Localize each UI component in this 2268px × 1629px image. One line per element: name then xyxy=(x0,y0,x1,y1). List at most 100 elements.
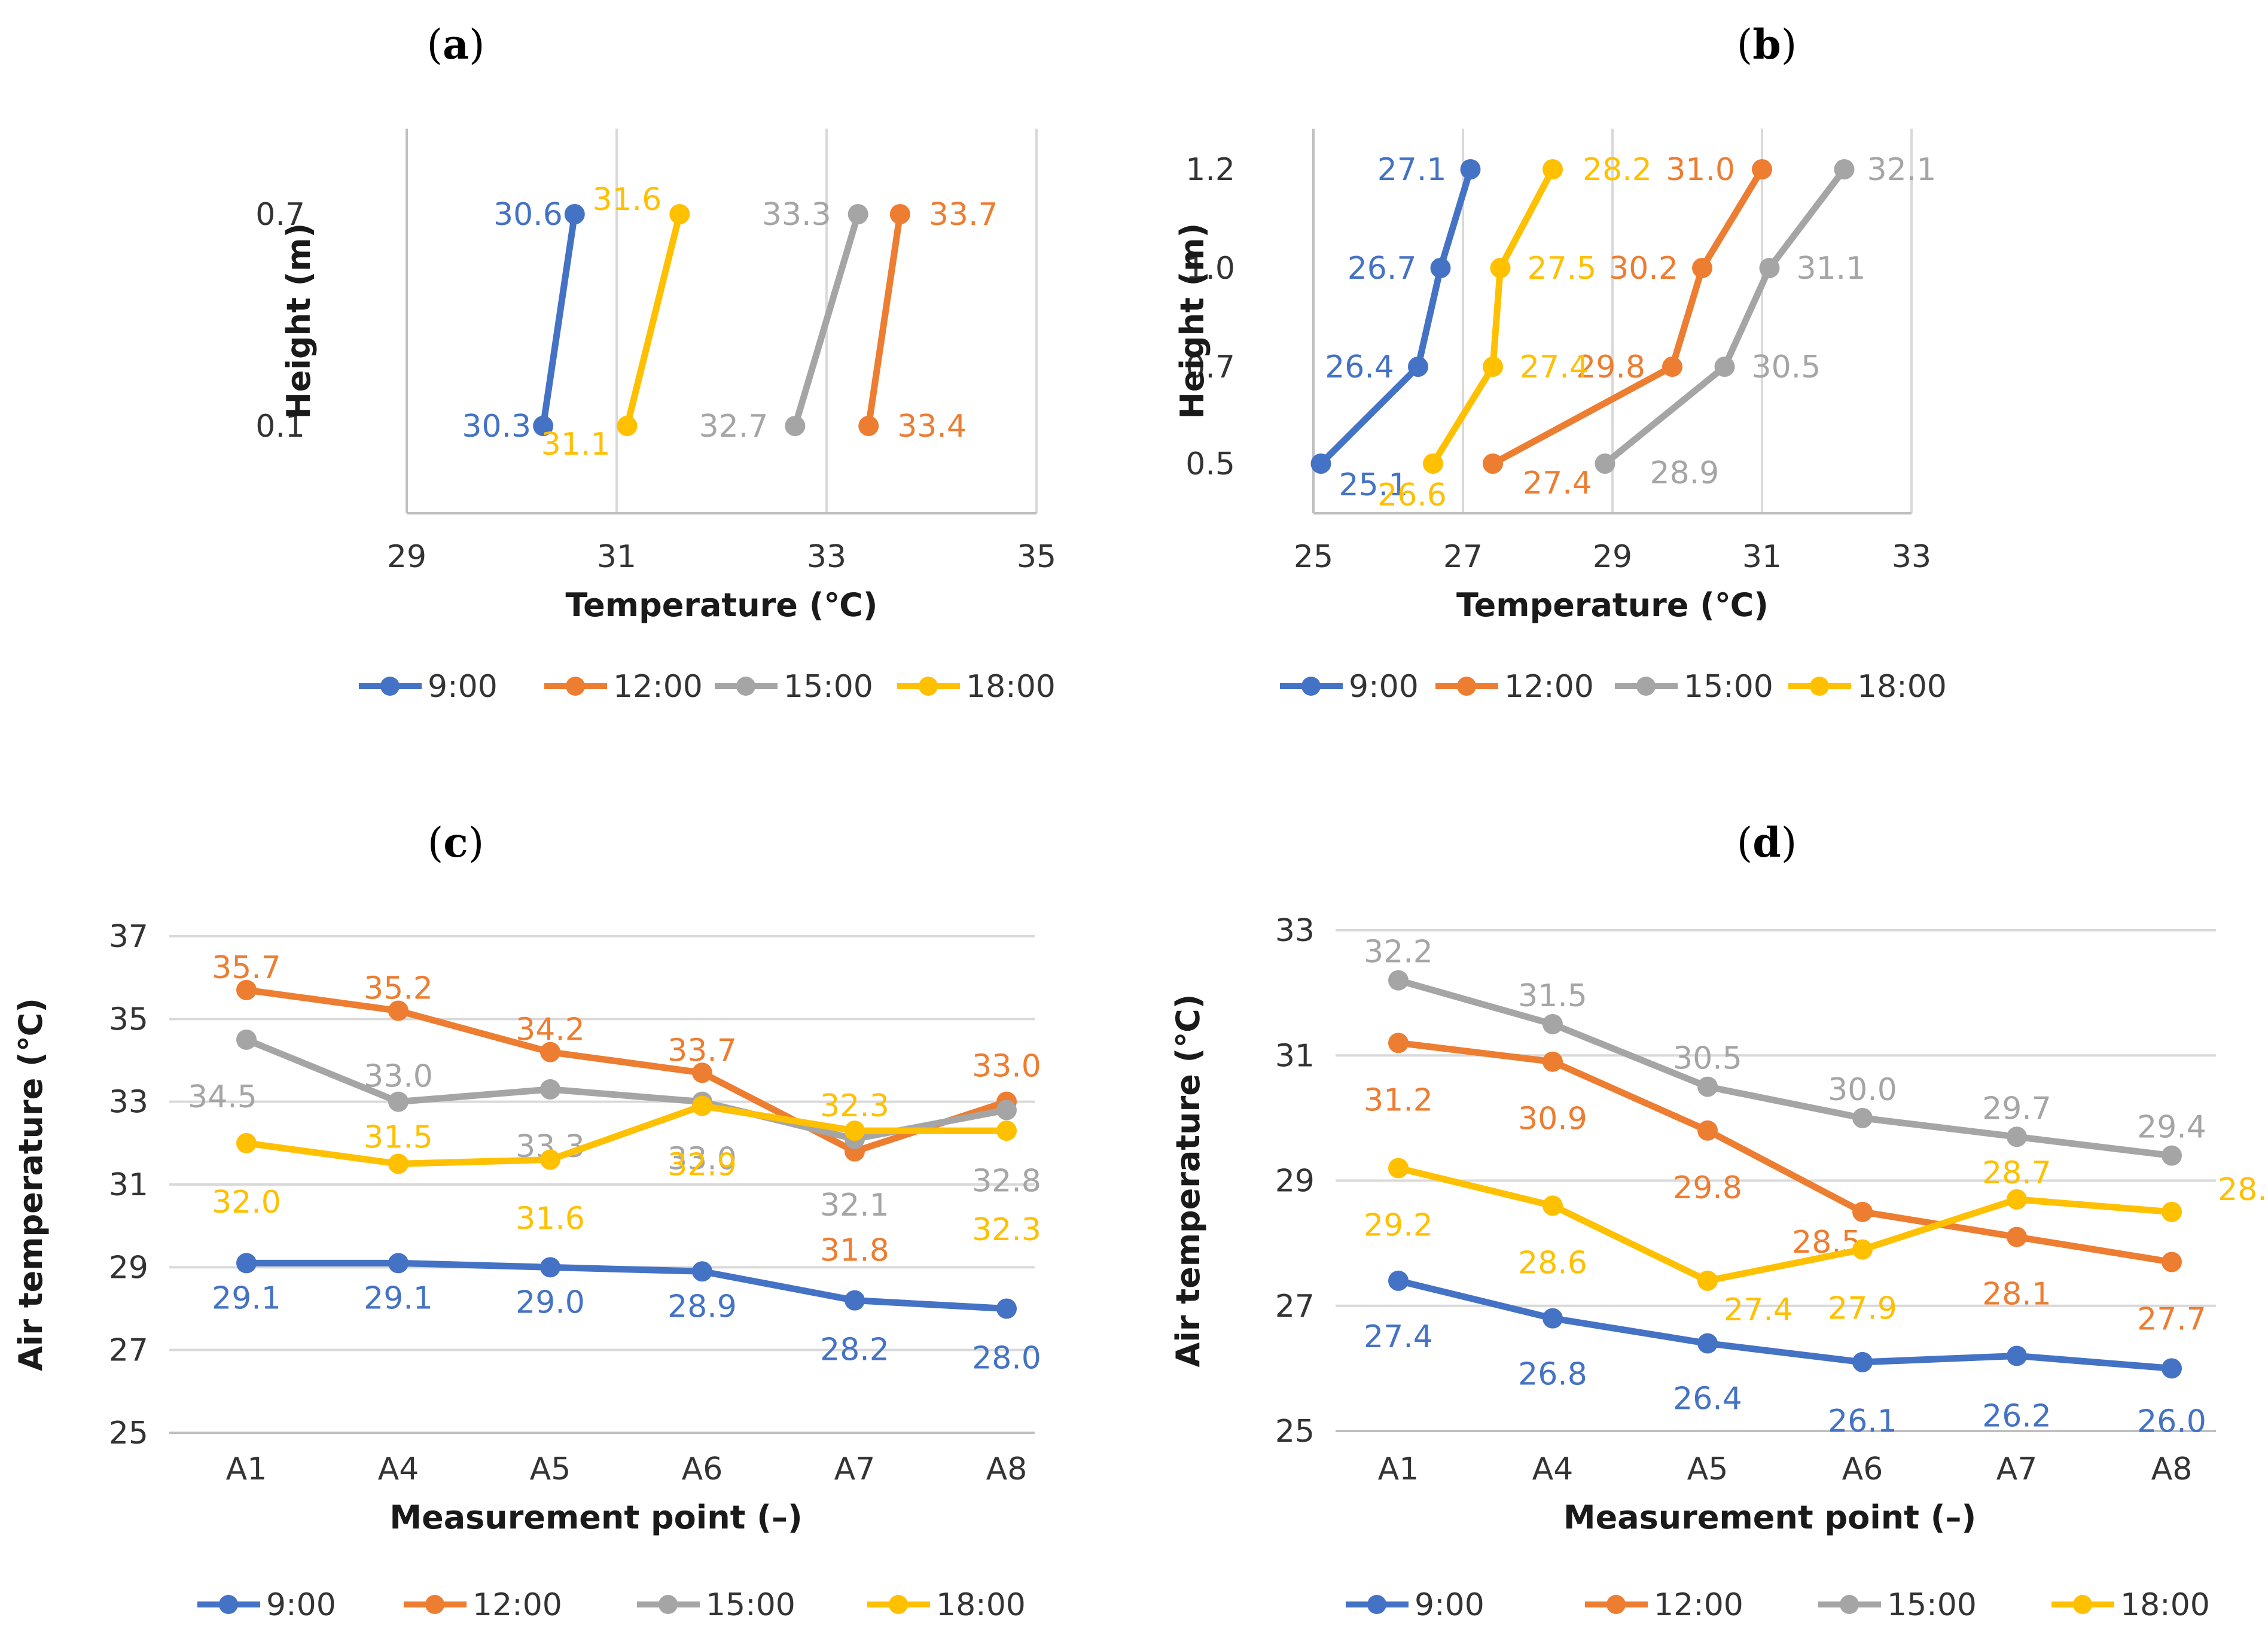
data-label-1800: 32.0 xyxy=(212,1185,281,1220)
x-tick-label: 29 xyxy=(1593,539,1632,575)
data-label-1800: 31.6 xyxy=(593,182,662,218)
data-point-1500 xyxy=(236,1029,257,1050)
data-point-900 xyxy=(692,1261,712,1282)
data-point-1800 xyxy=(1852,1239,1873,1260)
x-tick-label: 31 xyxy=(1742,539,1782,575)
data-point-900 xyxy=(1697,1333,1718,1354)
chart-a: 29 31 33 35 0.1 0.7 Temperature (℃) Height (m) 3… xyxy=(255,129,1056,705)
legend-marker-900 xyxy=(380,677,400,696)
y-tick-label: 1.2 xyxy=(1185,152,1235,188)
data-label-900: 26.4 xyxy=(1673,1381,1742,1417)
y-tick-label: 29 xyxy=(1275,1164,1315,1199)
x-tick-label: A6 xyxy=(1842,1451,1883,1487)
data-label-1500: 33.0 xyxy=(364,1059,433,1095)
data-label-1200: 27.4 xyxy=(1523,465,1592,501)
series-line-900 xyxy=(246,1259,1007,1312)
data-point-900 xyxy=(1388,1270,1409,1291)
data-label-1500: 30.5 xyxy=(1673,1041,1742,1077)
legend-marker-1800 xyxy=(919,677,938,696)
data-point-1500 xyxy=(996,1100,1017,1120)
legend-label-1800: 18:00 xyxy=(1857,669,1947,705)
data-label-900: 30.3 xyxy=(462,409,531,444)
data-point-1200 xyxy=(1388,1033,1409,1053)
series-line-1500 xyxy=(1397,977,2172,1159)
data-label-900: 26.1 xyxy=(1828,1403,1897,1439)
legend-label-900: 9:00 xyxy=(1349,669,1419,705)
series-line-1500 xyxy=(792,213,861,427)
legend-label-1800: 18:00 xyxy=(966,669,1056,705)
data-label-1500: 31.5 xyxy=(1518,978,1587,1014)
data-label-1500: 32.8 xyxy=(972,1164,1041,1199)
data-label-900: 28.9 xyxy=(667,1289,737,1324)
data-label-1200: 33.7 xyxy=(929,197,998,233)
data-label-1500: 28.9 xyxy=(1650,455,1720,491)
legend-label-1800: 18:00 xyxy=(2120,1587,2210,1623)
legend-label-1500: 15:00 xyxy=(1684,669,1773,705)
data-label-900: 29.1 xyxy=(364,1280,433,1316)
chart-c: 25 27 29 31 33 35 37 A1 A4 A5 A6 A7 A8 Measurement po… xyxy=(12,919,1041,1623)
data-point-1200 xyxy=(2162,1252,2182,1272)
legend-label-900: 9:00 xyxy=(428,669,498,705)
data-point-1200 xyxy=(1697,1120,1718,1141)
data-label-900: 27.4 xyxy=(1364,1319,1433,1355)
x-axis-title: Temperature (℃) xyxy=(566,586,878,624)
series-line-1800 xyxy=(624,213,683,427)
legend-marker-1800 xyxy=(889,1595,908,1614)
y-tick-label: 1.0 xyxy=(1185,251,1235,287)
data-point-900 xyxy=(533,416,554,436)
data-point-1800 xyxy=(996,1120,1017,1141)
data-label-1500: 33.3 xyxy=(762,197,831,233)
panel-label-b: (b) xyxy=(1737,21,1797,69)
data-label-1500: 29.7 xyxy=(1982,1091,2051,1126)
data-label-900: 26.0 xyxy=(2137,1403,2206,1439)
x-tick-label: 29 xyxy=(387,539,426,575)
chart-b: 25 27 29 31 33 0.5 0.7 1.0 1.2 Temperature (℃) Hei… xyxy=(1173,129,1947,705)
data-point-1800 xyxy=(2007,1189,2027,1210)
data-label-1200: 28.1 xyxy=(1982,1277,2051,1313)
data-point-1500 xyxy=(540,1079,560,1100)
legend-marker-900 xyxy=(1301,677,1321,696)
data-point-1800 xyxy=(692,1095,712,1116)
data-label-900: 29.0 xyxy=(516,1284,585,1320)
data-label-1200: 30.9 xyxy=(1518,1101,1587,1137)
data-point-900 xyxy=(540,1257,560,1278)
data-label-1500: 30.0 xyxy=(1828,1072,1897,1108)
data-point-1800 xyxy=(1543,159,1563,179)
data-label-1800: 28.5 xyxy=(2218,1172,2268,1208)
data-label-1500: 32.1 xyxy=(1867,152,1937,188)
series-line-900 xyxy=(1318,168,1474,466)
legend-marker-900 xyxy=(219,1595,238,1614)
legend-label-1500: 15:00 xyxy=(1887,1587,1977,1623)
data-point-1800 xyxy=(1388,1158,1409,1179)
legend-label-1500: 15:00 xyxy=(706,1587,795,1623)
legend-marker-1200 xyxy=(566,677,585,696)
data-label-1800: 28.7 xyxy=(1982,1155,2051,1191)
data-label-1800: 31.6 xyxy=(516,1201,585,1237)
legend-label-1200: 12:00 xyxy=(1504,669,1594,705)
data-point-1500 xyxy=(785,416,806,436)
data-label-1200: 29.8 xyxy=(1576,349,1645,385)
legend-label-1200: 12:00 xyxy=(613,669,703,705)
data-point-1500 xyxy=(1543,1013,1563,1034)
data-point-1800 xyxy=(1697,1270,1718,1291)
x-tick-label: 33 xyxy=(807,539,846,575)
data-label-1500: 32.1 xyxy=(820,1188,889,1223)
x-tick-label: A7 xyxy=(834,1451,876,1487)
legend-marker-1500 xyxy=(736,677,755,696)
legend-label-900: 9:00 xyxy=(1415,1587,1484,1623)
data-point-1200 xyxy=(388,1000,409,1021)
data-point-1800 xyxy=(617,416,638,436)
y-axis-title: Air temperature (℃) xyxy=(1169,994,1207,1368)
data-label-1500: 30.5 xyxy=(1752,349,1821,385)
x-axis-title: Measurement point (–) xyxy=(1563,1499,1976,1536)
y-tick-label: 33 xyxy=(1275,913,1315,949)
data-label-900: 28.0 xyxy=(972,1341,1041,1377)
data-point-900 xyxy=(2162,1358,2182,1379)
x-tick-label: 35 xyxy=(1017,539,1056,575)
data-label-1200: 27.7 xyxy=(2137,1302,2206,1338)
y-axis-title: Height (m) xyxy=(1173,223,1211,419)
legend-marker-1800 xyxy=(2073,1595,2092,1614)
data-point-1800 xyxy=(1423,453,1443,474)
data-label-1500: 29.4 xyxy=(2137,1110,2206,1146)
data-point-1800 xyxy=(1490,258,1511,278)
